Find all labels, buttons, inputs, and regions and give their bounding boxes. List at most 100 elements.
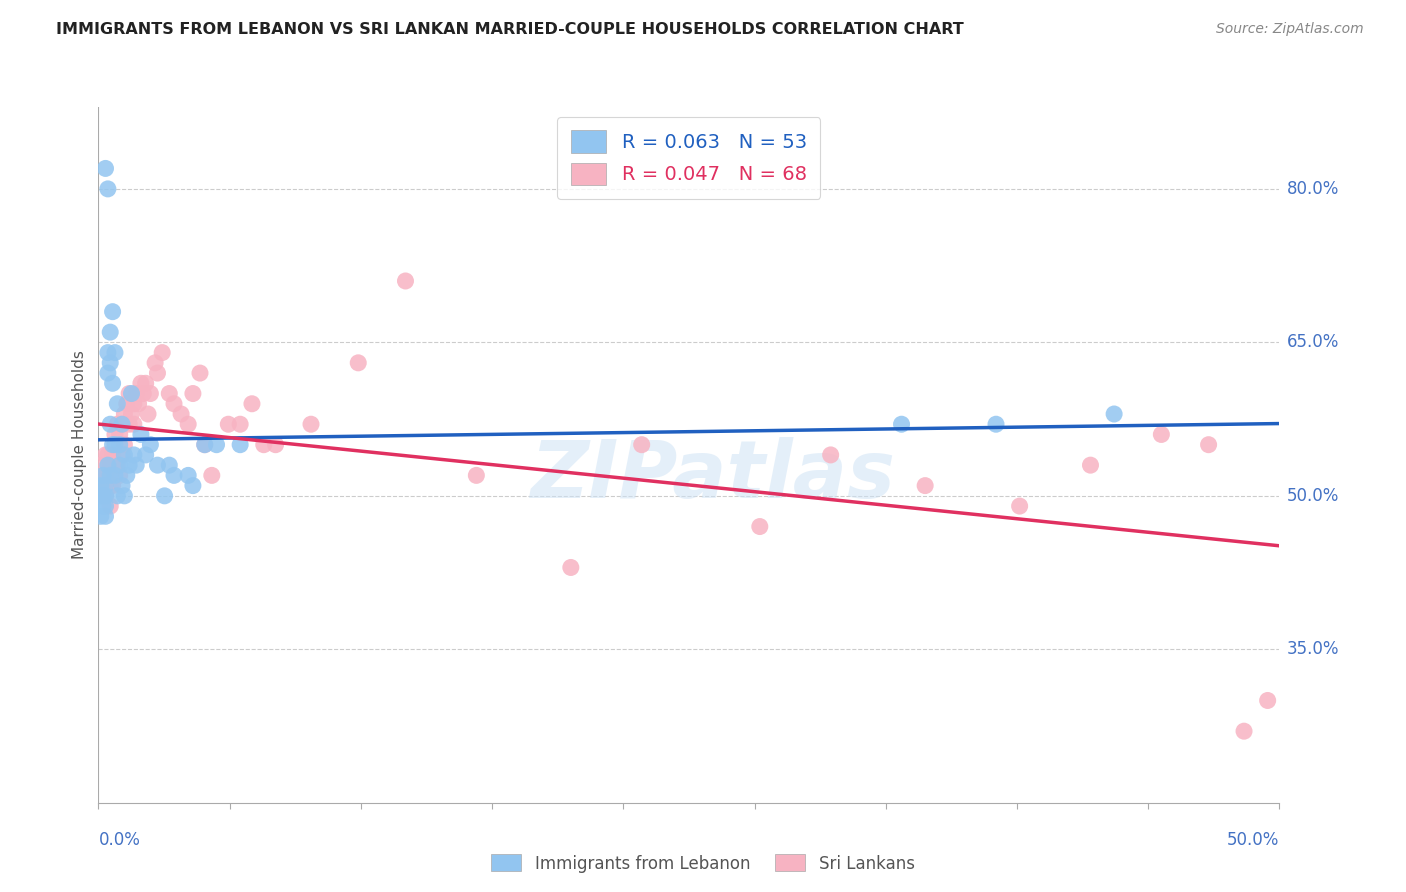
Point bbox=[146, 458, 169, 472]
Point bbox=[253, 438, 276, 452]
Point bbox=[104, 427, 127, 442]
Point bbox=[125, 386, 148, 401]
Text: Source: ZipAtlas.com: Source: ZipAtlas.com bbox=[1216, 22, 1364, 37]
Point bbox=[122, 397, 145, 411]
Point bbox=[129, 376, 152, 391]
Point bbox=[132, 386, 155, 401]
Point bbox=[194, 438, 217, 452]
Point bbox=[101, 478, 124, 492]
Point bbox=[229, 417, 252, 432]
Point bbox=[914, 478, 936, 492]
Point bbox=[217, 417, 239, 432]
Point bbox=[129, 427, 152, 442]
Point bbox=[90, 489, 112, 503]
Point bbox=[118, 458, 141, 472]
Point bbox=[146, 366, 169, 380]
Text: 80.0%: 80.0% bbox=[1286, 180, 1339, 198]
Point bbox=[984, 417, 1007, 432]
Point bbox=[98, 417, 121, 432]
Point bbox=[177, 417, 200, 432]
Point bbox=[94, 509, 117, 524]
Point bbox=[394, 274, 416, 288]
Point bbox=[1080, 458, 1102, 472]
Point bbox=[112, 438, 135, 452]
Point bbox=[98, 356, 121, 370]
Text: 50.0%: 50.0% bbox=[1227, 830, 1279, 848]
Point bbox=[121, 386, 143, 401]
Point bbox=[1257, 693, 1279, 707]
Point bbox=[94, 448, 117, 462]
Point bbox=[90, 458, 112, 472]
Point bbox=[97, 182, 120, 196]
Point bbox=[157, 458, 180, 472]
Point bbox=[264, 438, 287, 452]
Point bbox=[118, 417, 141, 432]
Point bbox=[101, 438, 124, 452]
Point bbox=[139, 386, 162, 401]
Point bbox=[163, 397, 186, 411]
Point bbox=[112, 407, 135, 421]
Point bbox=[94, 478, 117, 492]
Point bbox=[181, 386, 204, 401]
Point bbox=[97, 458, 120, 472]
Point bbox=[111, 478, 134, 492]
Point bbox=[104, 438, 127, 452]
Point bbox=[153, 489, 176, 503]
Point bbox=[135, 376, 157, 391]
Point bbox=[125, 458, 148, 472]
Text: IMMIGRANTS FROM LEBANON VS SRI LANKAN MARRIED-COUPLE HOUSEHOLDS CORRELATION CHAR: IMMIGRANTS FROM LEBANON VS SRI LANKAN MA… bbox=[56, 22, 965, 37]
Point bbox=[105, 458, 128, 472]
Point bbox=[122, 448, 145, 462]
Point bbox=[94, 161, 117, 176]
Point bbox=[630, 438, 652, 452]
Point bbox=[112, 489, 135, 503]
Point bbox=[94, 468, 117, 483]
Point bbox=[97, 478, 120, 492]
Point bbox=[118, 386, 141, 401]
Point bbox=[101, 304, 124, 318]
Point bbox=[139, 438, 162, 452]
Point bbox=[163, 468, 186, 483]
Point bbox=[94, 489, 117, 503]
Point bbox=[177, 468, 200, 483]
Text: 35.0%: 35.0% bbox=[1286, 640, 1339, 658]
Y-axis label: Married-couple Households: Married-couple Households bbox=[72, 351, 87, 559]
Point bbox=[115, 397, 138, 411]
Point bbox=[91, 468, 114, 483]
Point bbox=[101, 376, 124, 391]
Point bbox=[108, 468, 131, 483]
Point bbox=[347, 356, 370, 370]
Point bbox=[135, 448, 157, 462]
Point bbox=[1008, 499, 1031, 513]
Point bbox=[105, 489, 128, 503]
Point bbox=[98, 468, 121, 483]
Point bbox=[170, 407, 193, 421]
Point bbox=[91, 499, 114, 513]
Point bbox=[1150, 427, 1173, 442]
Point bbox=[98, 458, 121, 472]
Point bbox=[90, 478, 112, 492]
Point bbox=[108, 427, 131, 442]
Point bbox=[299, 417, 322, 432]
Text: 0.0%: 0.0% bbox=[98, 830, 141, 848]
Point bbox=[98, 499, 121, 513]
Point bbox=[205, 438, 228, 452]
Point bbox=[97, 448, 120, 462]
Point bbox=[890, 417, 912, 432]
Point bbox=[97, 345, 120, 359]
Point bbox=[181, 478, 204, 492]
Point bbox=[150, 345, 173, 359]
Point bbox=[111, 448, 134, 462]
Point bbox=[136, 407, 159, 421]
Point bbox=[111, 417, 134, 432]
Point bbox=[105, 417, 128, 432]
Point bbox=[91, 489, 114, 503]
Point bbox=[1102, 407, 1125, 421]
Point bbox=[97, 366, 120, 380]
Point bbox=[240, 397, 263, 411]
Point bbox=[229, 438, 252, 452]
Point bbox=[188, 366, 211, 380]
Point bbox=[98, 325, 121, 339]
Point bbox=[111, 417, 134, 432]
Point bbox=[201, 468, 224, 483]
